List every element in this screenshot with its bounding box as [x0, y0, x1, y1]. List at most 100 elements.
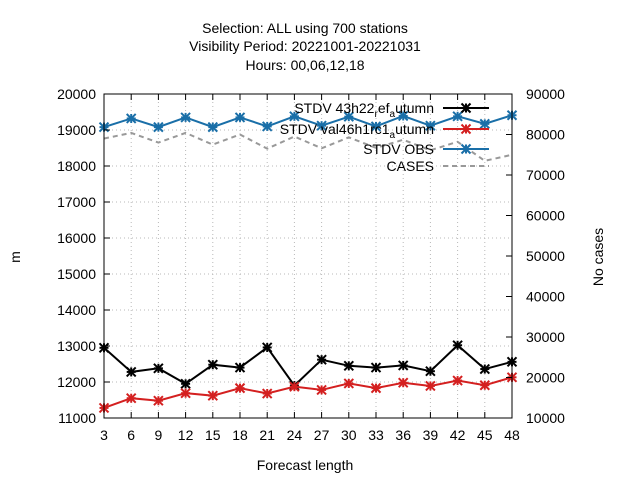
- series-2-point: [125, 113, 137, 124]
- series-2-point: [452, 111, 463, 122]
- series-0-point-stroke: [153, 363, 164, 374]
- series-1-point: [343, 378, 355, 389]
- x-tick-label: 18: [232, 427, 248, 443]
- x-tick-label: 6: [127, 427, 135, 443]
- legend-label-3: CASES: [387, 158, 434, 174]
- series-1-point-stroke: [261, 388, 273, 399]
- y2-tick-label: 30000: [526, 329, 565, 345]
- series-0-point: [397, 360, 409, 371]
- x-tick-label: 21: [259, 427, 275, 443]
- series-0-point-stroke: [479, 363, 491, 375]
- series-0-point-stroke: [397, 360, 409, 371]
- legend-marker-0-stroke: [460, 102, 472, 114]
- series-0-point: [153, 363, 164, 374]
- legend-label-2: STDV OBS: [363, 141, 434, 157]
- x-tick-label: 30: [341, 427, 357, 443]
- series-1-point: [370, 382, 382, 394]
- series-2-point-stroke: [425, 120, 436, 131]
- series-1-point-stroke: [289, 381, 300, 392]
- y2-tick-label: 40000: [526, 289, 565, 305]
- y-tick-label: 16000: [57, 230, 96, 246]
- series-0-point: [234, 362, 246, 373]
- series-2-point-stroke: [207, 121, 219, 133]
- legend-label-part: a: [390, 130, 396, 141]
- series-2-point-stroke: [343, 111, 355, 122]
- y-axis-label: m: [7, 251, 23, 263]
- series-2-point: [234, 112, 246, 123]
- series-2-point-stroke: [397, 110, 409, 122]
- series-1-point-stroke: [153, 395, 164, 406]
- series-1-point: [261, 388, 273, 399]
- series-1-point: [180, 387, 191, 399]
- series-2-point-stroke: [180, 112, 191, 123]
- legend-label-part: CASES: [387, 158, 434, 174]
- legend-item-0: STDV 43h22refautumn: [294, 100, 489, 120]
- x-tick-label: 36: [395, 427, 411, 443]
- x-tick-label: 45: [477, 427, 493, 443]
- series-2-point: [207, 121, 219, 133]
- y-tick-label: 19000: [57, 122, 96, 138]
- y2-tick-label: 20000: [526, 370, 565, 386]
- series-1-point: [452, 375, 463, 386]
- x-tick-label: 3: [100, 427, 108, 443]
- series-2: [98, 110, 518, 133]
- series-1-point: [479, 380, 491, 391]
- series-2-point-stroke: [234, 112, 246, 123]
- legend-label-0: STDV 43h22refautumn: [294, 100, 434, 120]
- series-0-point-stroke: [370, 362, 382, 373]
- legend-label-part: r: [374, 109, 378, 120]
- x-tick-label: 48: [504, 427, 520, 443]
- series-1-point: [207, 390, 219, 401]
- series-1-point: [316, 384, 327, 396]
- series-1-point-stroke: [452, 375, 463, 386]
- series-1-point: [425, 380, 436, 392]
- legend-label-part: STDV val46h1rc1: [280, 121, 390, 137]
- y2-tick-label: 60000: [526, 208, 565, 224]
- series-1-point-stroke: [479, 380, 491, 391]
- series-0-point: [452, 340, 463, 351]
- series-1-point-stroke: [125, 392, 137, 404]
- series-1-point-stroke: [180, 387, 191, 399]
- legend-marker-2-stroke: [460, 143, 472, 155]
- y2-axis-label: No cases: [590, 228, 606, 286]
- x-axis-label: Forecast length: [257, 457, 354, 473]
- series-2-point: [397, 110, 409, 122]
- series-0-point: [207, 359, 219, 370]
- series-1-point-stroke: [370, 382, 382, 394]
- y-tick-label: 12000: [57, 374, 96, 390]
- legend-marker-2: [460, 143, 472, 155]
- series-2-point: [261, 121, 273, 132]
- series-2-point: [180, 112, 191, 123]
- series-0-point-stroke: [261, 342, 273, 353]
- series-0-point: [479, 363, 491, 375]
- series-2-point-stroke: [370, 121, 382, 132]
- series-0-point-stroke: [452, 340, 463, 351]
- series-0-point: [343, 360, 355, 372]
- series-0-point-stroke: [125, 366, 137, 378]
- series-2-point: [289, 111, 300, 122]
- series-2-point-stroke: [125, 113, 137, 124]
- legend-marker-0: [460, 102, 472, 114]
- x-tick-label: 27: [314, 427, 330, 443]
- series-0-line: [103, 343, 513, 388]
- series-1-point-stroke: [397, 377, 409, 388]
- legend-label-part: STDV 43h22: [294, 100, 374, 116]
- series-2-line: [103, 114, 513, 129]
- legend-item-2: STDV OBS: [363, 141, 489, 157]
- series-0-point-stroke: [180, 378, 191, 390]
- chart-title: Selection: ALL using 700 stations Visibi…: [189, 20, 421, 73]
- chart-title-line-3: Hours: 00,06,12,18: [245, 57, 364, 73]
- legend-label-part: STDV OBS: [363, 141, 434, 157]
- y2-tick-label: 70000: [526, 167, 565, 183]
- y-tick-label: 13000: [57, 338, 96, 354]
- x-tick-label: 42: [450, 427, 466, 443]
- series-0-point-stroke: [316, 354, 327, 365]
- series-2-point: [370, 121, 382, 132]
- series-2-point-stroke: [316, 120, 327, 131]
- legend-label-part: utumn: [395, 100, 434, 116]
- series-2-point-stroke: [261, 121, 273, 132]
- series-1-point: [397, 377, 409, 388]
